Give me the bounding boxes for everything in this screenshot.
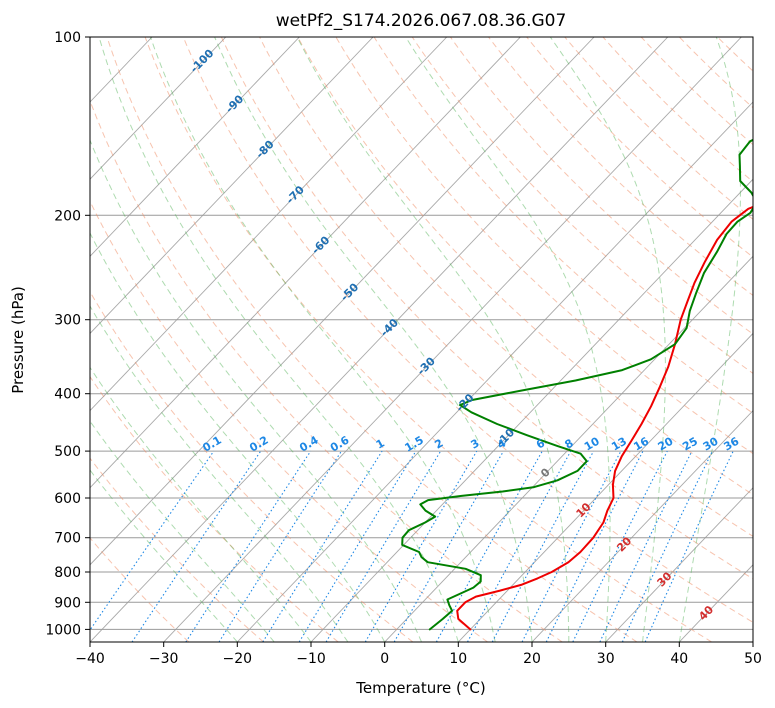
isotherm-line (605, 487, 753, 642)
dry-adiabat-line (106, 37, 638, 642)
dewpoint-profile-line (401, 138, 753, 631)
dry-adiabat-line (90, 290, 414, 642)
mixing-ratio-line (467, 450, 572, 642)
y-tick-label: 500 (54, 444, 81, 460)
isotherm-line (90, 37, 669, 642)
y-tick-label: 700 (54, 531, 81, 547)
isotherm-line (90, 37, 448, 412)
y-tick-label: 400 (54, 387, 81, 403)
moist-adiabat-line (405, 37, 611, 642)
dry-adiabat-line (602, 37, 753, 183)
y-axis-title: Pressure (hPa) (9, 286, 27, 394)
y-tick-label: 600 (54, 491, 81, 507)
dry-adiabat-line (564, 37, 753, 220)
mixing-ratio-line (491, 450, 595, 642)
y-tick-label: 1000 (45, 622, 81, 638)
dry-adiabat-line (90, 375, 339, 642)
y-tick-label: 200 (54, 208, 81, 224)
y-tick-label: 100 (54, 30, 81, 46)
isotherm-line (90, 37, 521, 489)
dry-adiabat-line (488, 37, 753, 297)
isotherm-line (90, 37, 374, 335)
dry-adiabat-line (373, 37, 753, 414)
x-tick-label: −20 (223, 651, 253, 667)
dry-adiabat-line (640, 37, 753, 146)
moist-adiabat-line (214, 37, 533, 642)
isotherm-line (90, 37, 595, 566)
mixing-ratio-line (218, 450, 342, 642)
plot-frame (89, 36, 754, 643)
isotherm-line (90, 37, 300, 257)
moist-adiabat-line (296, 37, 570, 642)
chart-title: wetPf2_S174.2026.067.08.36.G07 (276, 11, 567, 31)
background-lines (90, 37, 753, 642)
profile-lines (401, 138, 753, 631)
mixing-ratio-line (572, 450, 668, 642)
dry-adiabat-line (144, 37, 712, 642)
dry-adiabat-line (90, 200, 488, 642)
isotherm-line (531, 409, 753, 642)
x-tick-label: 40 (670, 651, 688, 667)
moist-adiabat-line (90, 231, 386, 642)
mixing-ratio-line (298, 450, 417, 642)
isotherm-line (90, 37, 227, 180)
x-tick-label: −40 (75, 651, 105, 667)
isotherm-line (457, 332, 753, 642)
isotherm-line (236, 101, 753, 642)
moist-adiabat-line (98, 37, 459, 642)
mixing-ratio-line (545, 450, 644, 642)
x-tick-label: −30 (149, 651, 179, 667)
x-tick-label: 30 (597, 651, 615, 667)
moist-adiabat-line (90, 420, 275, 642)
dry-adiabat-line (449, 37, 753, 335)
moist-adiabat-line (90, 138, 422, 642)
temperature-profile-line (456, 205, 753, 631)
y-tick-label: 800 (54, 565, 81, 581)
x-axis-title: Temperature (°C) (355, 679, 485, 697)
mixing-ratio-line (185, 450, 312, 642)
isotherm-line (384, 255, 753, 642)
x-tick-label: 20 (523, 651, 541, 667)
y-tick-label: 300 (54, 313, 81, 329)
x-tick-label: 0 (380, 651, 389, 667)
x-tick-label: 50 (744, 651, 762, 667)
mixing-ratio-line (131, 450, 262, 642)
moist-adiabat-line (549, 37, 666, 642)
dry-adiabat-line (259, 37, 753, 537)
x-tick-label: 10 (449, 651, 467, 667)
dry-adiabat-line (297, 37, 753, 496)
dry-adiabat-line (335, 37, 753, 455)
moist-adiabat-line (90, 305, 349, 642)
dry-adiabat-line (90, 99, 563, 642)
mixing-ratio-line (90, 450, 215, 632)
dry-adiabat-line (90, 457, 264, 642)
dry-adiabat-line (182, 37, 753, 623)
moist-adiabat-line (149, 37, 496, 642)
axis-ticks: −40 −30 −20 −10 0 10 20 30 40 50 100 200 300 400 500 60… (45, 30, 762, 667)
moist-adiabat-line (90, 469, 238, 642)
x-tick-label: −10 (296, 651, 326, 667)
moist-adiabat-line (678, 37, 741, 642)
y-tick-label: 900 (54, 595, 81, 611)
moist-adiabat-line (90, 366, 312, 642)
dry-adiabat-line (220, 37, 753, 580)
mixing-ratio-line (435, 450, 543, 642)
isotherm-line (163, 37, 742, 642)
